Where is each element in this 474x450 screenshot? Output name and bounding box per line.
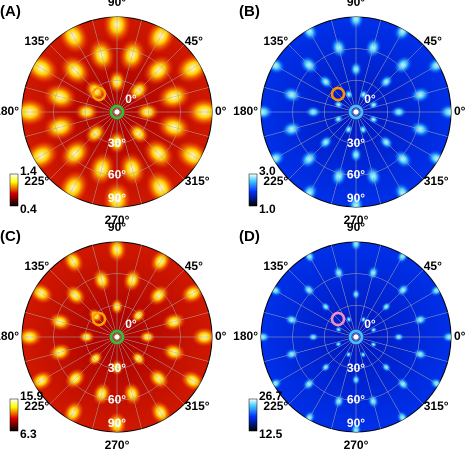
pole-figure: 90° 45° 0° 315° 270° 225° 180° 135° 0° 30° 60° 90° (… (0, 220, 227, 450)
polar-label: 0° (364, 92, 376, 106)
colorbar-min: 1.0 (259, 202, 276, 216)
polar-label: 60° (347, 168, 365, 182)
marker (91, 86, 107, 102)
polar-label: 30° (347, 361, 365, 375)
azimuth-label: 0° (215, 329, 227, 343)
pole-figure: 90° 45° 0° 315° 270° 225° 180° 135° 0° 30° 60° 90° (… (0, 0, 227, 227)
colorbar (248, 398, 258, 432)
marker (109, 329, 125, 345)
azimuth-label: 45° (185, 259, 203, 273)
panel-label: (B) (239, 3, 260, 20)
azimuth-label: 135° (263, 259, 288, 273)
polar-label: 90° (108, 416, 126, 430)
polar-label: 30° (347, 136, 365, 150)
polar-label: 90° (108, 191, 126, 205)
marker (330, 311, 346, 327)
intensity-spot (358, 124, 368, 135)
intensity-spot (334, 341, 342, 348)
polar-label: 60° (108, 168, 126, 182)
marker (348, 329, 364, 345)
azimuth-label: 135° (24, 34, 49, 48)
marker (348, 104, 364, 120)
colorbar-max: 15.9 (20, 389, 44, 403)
polar-label: 90° (347, 191, 365, 205)
azimuth-label: 180° (0, 104, 19, 118)
polar-label: 0° (125, 317, 137, 331)
colorbar (9, 173, 19, 207)
polar-label: 30° (108, 361, 126, 375)
marker (330, 86, 346, 102)
azimuth-label: 270° (344, 438, 369, 450)
marker (353, 334, 359, 340)
colorbar (248, 173, 258, 207)
azimuth-label: 180° (233, 104, 258, 118)
azimuth-label: 180° (233, 329, 258, 343)
marker (91, 311, 107, 327)
intensity-spot (360, 351, 367, 359)
azimuth-label: 315° (185, 174, 210, 188)
colorbar-min: 0.4 (20, 202, 37, 216)
azimuth-label: 270° (105, 213, 130, 227)
azimuth-label: 0° (215, 104, 227, 118)
polar-label: 90° (347, 416, 365, 430)
marker (114, 109, 120, 115)
azimuth-label: 225° (24, 174, 49, 188)
azimuth-label: 270° (105, 438, 130, 450)
marker (353, 109, 359, 115)
azimuth-label: 180° (0, 329, 19, 343)
azimuth-label: 90° (347, 220, 365, 234)
polar-label: 60° (347, 393, 365, 407)
azimuth-label: 0° (454, 329, 466, 343)
polar-label: 0° (125, 92, 137, 106)
azimuth-label: 315° (424, 399, 449, 413)
panel-label: (C) (0, 228, 21, 245)
azimuth-label: 90° (108, 220, 126, 234)
azimuth-label: 45° (424, 34, 442, 48)
azimuth-label: 90° (347, 0, 365, 9)
azimuth-label: 270° (344, 213, 369, 227)
colorbar-max: 3.0 (259, 164, 276, 178)
azimuth-label: 135° (263, 34, 288, 48)
azimuth-label: 135° (24, 259, 49, 273)
azimuth-label: 225° (263, 174, 288, 188)
azimuth-label: 315° (185, 399, 210, 413)
azimuth-label: 225° (263, 399, 288, 413)
azimuth-label: 315° (424, 174, 449, 188)
intensity-spot (333, 114, 344, 124)
azimuth-label: 0° (454, 104, 466, 118)
colorbar-max: 26.7 (259, 389, 283, 403)
pole-figure: 90° 45° 0° 315° 270° 225° 180° 135° 0° 30° 60° 90° (… (233, 220, 466, 450)
colorbar-max: 1.4 (20, 164, 37, 178)
pole-figure: 90° 45° 0° 315° 270° 225° 180° 135° 0° 30° 60° 90° (… (233, 0, 466, 227)
azimuth-label: 225° (24, 399, 49, 413)
colorbar-min: 12.5 (259, 427, 283, 441)
intensity-spot (345, 315, 352, 323)
intensity-spot (368, 100, 379, 110)
panel-label: (A) (0, 3, 21, 20)
azimuth-label: 45° (424, 259, 442, 273)
marker (109, 104, 125, 120)
panel-label: (D) (239, 228, 260, 245)
intensity-spot (370, 326, 378, 333)
polar-label: 60° (108, 393, 126, 407)
polar-label: 30° (108, 136, 126, 150)
marker (114, 334, 120, 340)
colorbar (9, 398, 19, 432)
colorbar-min: 6.3 (20, 427, 37, 441)
azimuth-label: 45° (185, 34, 203, 48)
intensity-spot (344, 89, 354, 100)
azimuth-label: 90° (108, 0, 126, 9)
polar-label: 0° (364, 317, 376, 331)
